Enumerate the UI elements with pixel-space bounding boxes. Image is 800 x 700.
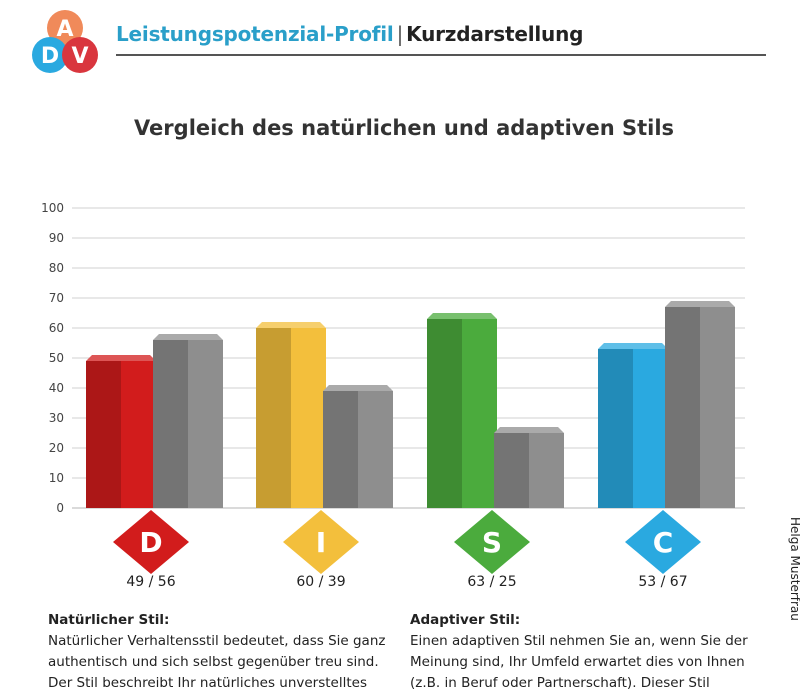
logo-letter-v: V [71,44,88,69]
bar-adaptive-C-top [665,301,735,307]
bar-natural-I-left-face [256,328,291,508]
bar-adaptive-C-left-face [665,307,700,508]
natural-style-body: Natürlicher Verhaltensstil bedeutet, das… [48,633,386,691]
adaptive-style-text: Adaptiver Stil: Einen adaptiven Stil neh… [410,610,750,694]
header-brand: Leistungspotenzial-Profil [116,22,394,46]
category-badge-I [283,510,359,574]
category-letter-D: D [139,526,162,559]
y-tick-label: 10 [49,471,64,485]
y-tick-label: 100 [41,201,64,215]
logo-circle-a [47,10,83,46]
category-letter-C: C [653,526,674,559]
bar-natural-D-left-face [86,361,121,508]
header-subtitle: Kurzdarstellung [406,22,584,46]
adaptive-style-heading: Adaptiver Stil: [410,612,521,628]
bar-natural-C-top [598,343,668,349]
bar-natural-C-right-face [633,349,668,508]
bar-natural-C-left-face [598,349,633,508]
value-label-C: 53 / 67 [638,574,687,590]
y-tick-label: 0 [56,501,64,515]
y-tick-label: 70 [49,291,64,305]
category-letter-S: S [482,526,502,559]
category-letter-I: I [316,526,326,559]
adaptive-style-body: Einen adaptiven Stil nehmen Sie an, wenn… [410,633,748,691]
logo-letter-a: A [56,17,73,42]
logo-circle-d [32,37,68,73]
bar-natural-D-right-face [121,361,156,508]
y-tick-label: 20 [49,441,64,455]
bar-natural-D-top [86,355,156,361]
header-separator: | [396,22,404,46]
y-tick-label: 90 [49,231,64,245]
bar-natural-S-right-face [462,319,497,508]
bar-adaptive-C-right-face [700,307,735,508]
bar-adaptive-I-top [323,385,393,391]
y-tick-label: 80 [49,261,64,275]
y-tick-label: 50 [49,351,64,365]
natural-style-heading: Natürlicher Stil: [48,612,170,628]
bar-adaptive-I-left-face [323,391,358,508]
header-divider [116,54,766,56]
bar-natural-I-top [256,322,326,328]
bar-adaptive-S-right-face [529,433,564,508]
value-label-S: 63 / 25 [467,574,516,590]
natural-style-text: Natürlicher Stil: Natürlicher Verhaltens… [48,610,388,694]
bar-chart: 0 10 20 30 40 50 60 70 80 90 100 D 49 / 56 I 60 / 39 S 6… [41,201,745,590]
category-badge-D [113,510,189,574]
chart-title: Vergleich des natürlichen und adaptiven … [133,116,675,140]
logo-circle-v [62,37,98,73]
bar-adaptive-S-left-face [494,433,529,508]
value-label-D: 49 / 56 [126,574,175,590]
bar-natural-I-right-face [291,328,326,508]
bar-adaptive-D-left-face [153,340,188,508]
y-tick-label: 30 [49,411,64,425]
header-title: Leistungspotenzial-Profil | Kurzdarstellun… [116,22,583,46]
bar-adaptive-S-top [494,427,564,433]
bar-natural-S-left-face [427,319,462,508]
y-tick-label: 60 [49,321,64,335]
y-tick-label: 40 [49,381,64,395]
bar-natural-S-top [427,313,497,319]
bar-adaptive-D-top [153,334,223,340]
bar-adaptive-D-right-face [188,340,223,508]
bar-adaptive-I-right-face [358,391,393,508]
category-badge-C [625,510,701,574]
person-name: Helga Musterfrau [788,517,800,621]
category-badge-S [454,510,530,574]
logo-letter-d: D [41,44,59,69]
adv-logo: A D V [32,10,98,73]
value-label-I: 60 / 39 [296,574,345,590]
